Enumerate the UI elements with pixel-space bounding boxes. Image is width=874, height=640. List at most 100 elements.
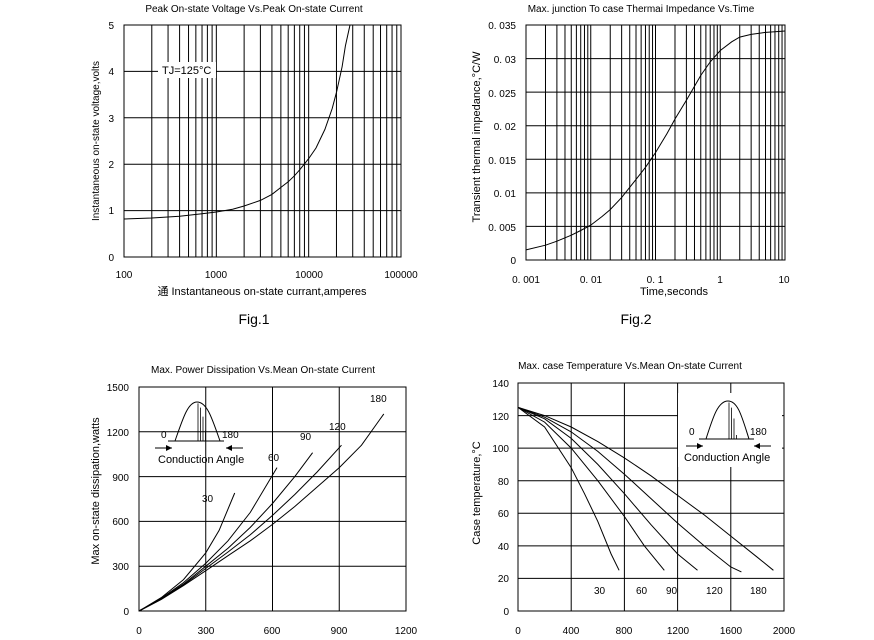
chart-fig1: Peak On-state Voltage Vs.Peak On-state C… <box>91 4 418 298</box>
fig2-caption: Fig.2 <box>620 311 651 327</box>
chart-fig4: Max. case Temperature Vs.Mean On-state C… <box>471 361 796 637</box>
fig3-xtick-label: 1200 <box>395 626 418 637</box>
fig3-series-60-line <box>138 467 278 612</box>
fig2-ytick-label: 0. 005 <box>488 223 516 234</box>
fig2-xtick-label: 0. 01 <box>580 275 603 286</box>
fig2-y-axis-label: Transient thermal impedance,°C/W <box>471 51 483 223</box>
fig1-xtick-label: 10000 <box>295 270 323 281</box>
fig3-ytick-label: 900 <box>112 473 129 484</box>
fig4-y-axis-label: Case temperature,°C <box>471 441 483 544</box>
fig1-grid <box>124 25 401 257</box>
fig2-series-line <box>525 30 786 251</box>
fig4-plot-frame <box>517 382 785 612</box>
fig3-inset-arrowhead-right <box>226 445 232 451</box>
fig4-ytick-label: 140 <box>492 379 509 390</box>
fig1-x-ticks: 100 1000 10000 100000 <box>116 270 418 281</box>
fig1-title: Peak On-state Voltage Vs.Peak On-state C… <box>145 4 363 15</box>
fig3-series <box>138 413 385 612</box>
fig4-y-ticks: 0 20 40 60 80 100 120 140 <box>492 379 509 618</box>
fig4-series-180-line <box>517 406 774 571</box>
fig4-inset-waveform <box>705 400 750 440</box>
fig3-y-axis-label: Max on-state dissipation,watts <box>90 417 102 565</box>
fig1-ytick-label: 2 <box>108 160 114 171</box>
fig4-xtick-label: 1200 <box>667 626 690 637</box>
fig4-xtick-label: 1600 <box>720 626 743 637</box>
fig2-xtick-label: 10 <box>778 275 790 286</box>
fig1-series-line <box>123 24 351 220</box>
fig3-y-ticks: 0 300 600 900 1200 1500 <box>107 383 130 618</box>
fig4-ytick-label: 80 <box>498 477 510 488</box>
fig4-title: Max. case Temperature Vs.Mean On-state C… <box>518 361 742 372</box>
fig4-series-90-line <box>517 406 698 571</box>
fig3-inset-waveform <box>174 401 221 442</box>
fig1-y-axis-label: Instantaneous on-state voltage,volts <box>91 61 102 221</box>
fig2-ytick-label: 0 <box>510 256 516 267</box>
fig1-ytick-label: 4 <box>108 67 114 78</box>
fig4-series-label: 180 <box>750 586 767 597</box>
fig2-x-ticks: 0. 001 0. 01 0. 1 1 10 <box>512 275 790 286</box>
fig2-ytick-label: 0. 025 <box>488 89 516 100</box>
fig3-xtick-label: 900 <box>331 626 348 637</box>
fig2-ytick-label: 0. 01 <box>494 189 517 200</box>
fig2-grid <box>526 25 785 260</box>
fig3-ytick-label: 0 <box>123 607 129 618</box>
fig4-xtick-label: 400 <box>563 626 580 637</box>
fig3-xtick-label: 0 <box>136 626 142 637</box>
fig4-ytick-label: 0 <box>503 607 509 618</box>
fig3-inset-label-right: 180 <box>222 430 239 441</box>
fig2-plot-frame <box>525 24 786 261</box>
fig4-ytick-label: 60 <box>498 509 510 520</box>
fig3-xtick-label: 600 <box>264 626 281 637</box>
fig4-inset-bg <box>678 393 782 467</box>
fig1-xtick-label: 1000 <box>205 270 228 281</box>
fig2-xtick-label: 1 <box>717 275 723 286</box>
fig1-ytick-label: 5 <box>108 21 114 32</box>
fig4-inset-arrowhead-right <box>754 443 760 449</box>
fig4-series-label: 30 <box>594 586 606 597</box>
fig4-xtick-label: 0 <box>515 626 521 637</box>
fig3-ytick-label: 600 <box>112 517 129 528</box>
fig4-series-30-line <box>517 406 620 571</box>
fig2-xtick-label: 0. 1 <box>647 275 664 286</box>
fig3-series-label: 120 <box>329 422 346 433</box>
fig4-series-labels: 30 60 90 120 180 <box>594 586 767 597</box>
fig4-inset-caption: Conduction Angle <box>684 452 770 464</box>
fig1-ytick-label: 3 <box>108 114 114 125</box>
fig3-series-labels: 30 60 90 120 180 <box>202 394 387 505</box>
fig4-inset-arrowhead-left <box>697 443 703 449</box>
fig4-inset-hatch <box>728 402 737 439</box>
fig3-xtick-label: 300 <box>198 626 215 637</box>
fig3-ytick-label: 1500 <box>107 383 130 394</box>
fig4-series-label: 120 <box>706 586 723 597</box>
fig3-inset-label-left: 0 <box>161 430 167 441</box>
fig1-annotation: TJ=125°C <box>162 65 211 77</box>
fig3-series-label: 90 <box>300 432 312 443</box>
fig4-series-120-line <box>517 406 742 573</box>
fig4-ytick-label: 120 <box>492 412 509 423</box>
fig4-inset-label-right: 180 <box>750 427 767 438</box>
fig3-series-label: 180 <box>370 394 387 405</box>
fig4-ytick-label: 40 <box>498 542 510 553</box>
fig1-xtick-label: 100000 <box>384 270 418 281</box>
fig4-series-label: 60 <box>636 586 648 597</box>
fig4-series-label: 90 <box>666 586 678 597</box>
fig2-y-ticks: 0 0. 005 0. 01 0. 015 0. 02 0. 025 0. 03… <box>488 21 516 267</box>
fig1-x-axis-label: 通 Instantaneous on-state currant,amperes <box>157 285 367 298</box>
fig3-conduction-angle-inset: 0 180 Conduction Angle <box>155 401 244 466</box>
fig3-series-label: 30 <box>202 494 214 505</box>
fig1-xtick-label: 100 <box>116 270 133 281</box>
fig1-caption: Fig.1 <box>238 311 269 327</box>
fig4-x-ticks: 0 400 800 1200 1600 2000 <box>515 626 795 637</box>
fig2-ytick-label: 0. 02 <box>494 122 517 133</box>
fig2-title: Max. junction To case Thermai Impedance … <box>528 4 755 15</box>
fig3-inset-arrowhead-left <box>166 445 172 451</box>
fig1-plot-frame <box>123 24 402 258</box>
fig4-ytick-label: 100 <box>492 444 509 455</box>
fig3-series-30-line <box>138 492 236 612</box>
fig4-xtick-label: 800 <box>616 626 633 637</box>
fig4-series <box>517 406 774 573</box>
fig2-x-axis-label: Time,seconds <box>640 286 709 298</box>
fig3-inset-caption: Conduction Angle <box>158 454 244 466</box>
fig3-series-120-line <box>138 444 342 612</box>
